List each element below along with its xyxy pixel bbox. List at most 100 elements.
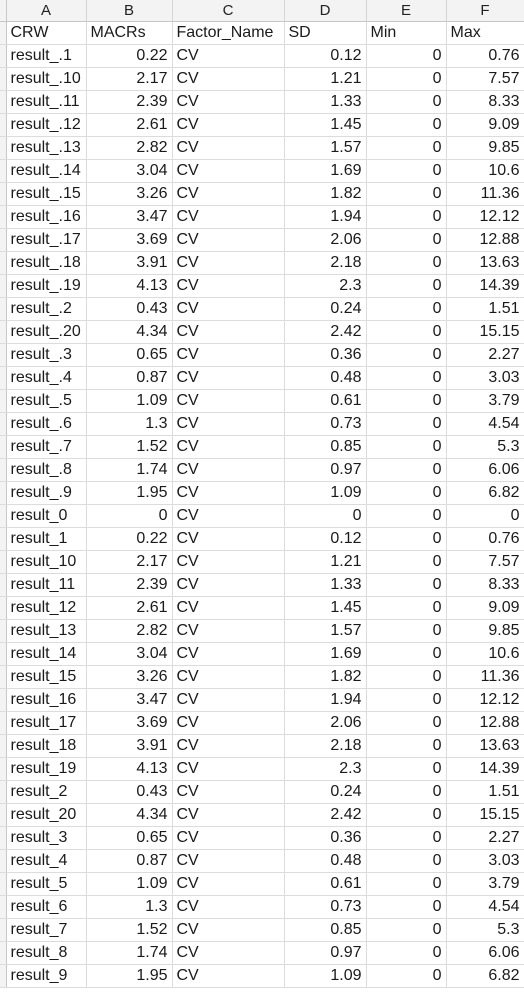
- cell-max[interactable]: 12.12: [446, 688, 524, 712]
- row-header[interactable]: [0, 412, 7, 436]
- row-header[interactable]: [0, 872, 7, 896]
- cell-crw[interactable]: result_8: [6, 941, 87, 965]
- cell-macrs[interactable]: 1.3: [86, 895, 173, 919]
- cell-max[interactable]: 14.39: [446, 757, 524, 781]
- cell-header-min[interactable]: Min: [366, 21, 447, 45]
- cell-sd[interactable]: 2.3: [284, 757, 367, 781]
- cell-sd[interactable]: 2.18: [284, 734, 367, 758]
- cell-max[interactable]: 11.36: [446, 665, 524, 689]
- cell-crw[interactable]: result_.13: [6, 136, 87, 160]
- row-header[interactable]: [0, 619, 7, 643]
- cell-factor-name[interactable]: CV: [172, 481, 285, 505]
- cell-sd[interactable]: 0.12: [284, 527, 367, 551]
- cell-macrs[interactable]: 3.04: [86, 642, 173, 666]
- cell-crw[interactable]: result_17: [6, 711, 87, 735]
- cell-macrs[interactable]: 2.17: [86, 550, 173, 574]
- cell-header-factor-name[interactable]: Factor_Name: [172, 21, 285, 45]
- row-header[interactable]: [0, 136, 7, 160]
- cell-factor-name[interactable]: CV: [172, 67, 285, 91]
- cell-factor-name[interactable]: CV: [172, 389, 285, 413]
- cell-sd[interactable]: 0.97: [284, 941, 367, 965]
- select-all-corner[interactable]: [0, 0, 7, 22]
- cell-min[interactable]: 0: [366, 826, 447, 850]
- cell-min[interactable]: 0: [366, 481, 447, 505]
- cell-macrs[interactable]: 0.22: [86, 44, 173, 68]
- column-header-f[interactable]: F: [446, 0, 524, 22]
- cell-sd[interactable]: 1.57: [284, 136, 367, 160]
- row-header[interactable]: [0, 389, 7, 413]
- cell-sd[interactable]: 2.06: [284, 711, 367, 735]
- cell-macrs[interactable]: 2.82: [86, 136, 173, 160]
- cell-sd[interactable]: 1.69: [284, 642, 367, 666]
- cell-min[interactable]: 0: [366, 573, 447, 597]
- cell-macrs[interactable]: 0.87: [86, 366, 173, 390]
- row-header[interactable]: [0, 205, 7, 229]
- cell-min[interactable]: 0: [366, 803, 447, 827]
- cell-macrs[interactable]: 0.22: [86, 527, 173, 551]
- cell-min[interactable]: 0: [366, 228, 447, 252]
- cell-factor-name[interactable]: CV: [172, 872, 285, 896]
- cell-max[interactable]: 9.09: [446, 113, 524, 137]
- cell-factor-name[interactable]: CV: [172, 665, 285, 689]
- cell-macrs[interactable]: 1.09: [86, 389, 173, 413]
- row-header[interactable]: [0, 665, 7, 689]
- row-header[interactable]: [0, 320, 7, 344]
- cell-sd[interactable]: 0.24: [284, 297, 367, 321]
- cell-macrs[interactable]: 1.74: [86, 458, 173, 482]
- cell-crw[interactable]: result_14: [6, 642, 87, 666]
- cell-factor-name[interactable]: CV: [172, 504, 285, 528]
- cell-sd[interactable]: 0.73: [284, 895, 367, 919]
- cell-crw[interactable]: result_.18: [6, 251, 87, 275]
- cell-factor-name[interactable]: CV: [172, 895, 285, 919]
- cell-factor-name[interactable]: CV: [172, 136, 285, 160]
- cell-macrs[interactable]: 3.04: [86, 159, 173, 183]
- cell-sd[interactable]: 1.45: [284, 596, 367, 620]
- cell-min[interactable]: 0: [366, 665, 447, 689]
- cell-factor-name[interactable]: CV: [172, 734, 285, 758]
- cell-sd[interactable]: 1.94: [284, 205, 367, 229]
- cell-max[interactable]: 1.51: [446, 780, 524, 804]
- cell-crw[interactable]: result_.4: [6, 366, 87, 390]
- cell-min[interactable]: 0: [366, 297, 447, 321]
- cell-macrs[interactable]: 1.3: [86, 412, 173, 436]
- row-header[interactable]: [0, 550, 7, 574]
- cell-factor-name[interactable]: CV: [172, 757, 285, 781]
- cell-macrs[interactable]: 3.26: [86, 665, 173, 689]
- cell-crw[interactable]: result_15: [6, 665, 87, 689]
- cell-factor-name[interactable]: CV: [172, 251, 285, 275]
- cell-min[interactable]: 0: [366, 389, 447, 413]
- cell-macrs[interactable]: 1.74: [86, 941, 173, 965]
- cell-crw[interactable]: result_.20: [6, 320, 87, 344]
- cell-min[interactable]: 0: [366, 90, 447, 114]
- cell-crw[interactable]: result_6: [6, 895, 87, 919]
- row-header[interactable]: [0, 573, 7, 597]
- cell-macrs[interactable]: 3.47: [86, 205, 173, 229]
- cell-crw[interactable]: result_.16: [6, 205, 87, 229]
- cell-sd[interactable]: 1.69: [284, 159, 367, 183]
- cell-min[interactable]: 0: [366, 251, 447, 275]
- cell-factor-name[interactable]: CV: [172, 366, 285, 390]
- cell-crw[interactable]: result_.5: [6, 389, 87, 413]
- cell-factor-name[interactable]: CV: [172, 964, 285, 988]
- cell-sd[interactable]: 1.82: [284, 182, 367, 206]
- cell-max[interactable]: 7.57: [446, 67, 524, 91]
- cell-sd[interactable]: 1.82: [284, 665, 367, 689]
- cell-min[interactable]: 0: [366, 343, 447, 367]
- cell-max[interactable]: 2.27: [446, 343, 524, 367]
- cell-crw[interactable]: result_1: [6, 527, 87, 551]
- cell-crw[interactable]: result_.12: [6, 113, 87, 137]
- cell-max[interactable]: 4.54: [446, 895, 524, 919]
- cell-factor-name[interactable]: CV: [172, 44, 285, 68]
- cell-sd[interactable]: 1.09: [284, 481, 367, 505]
- cell-min[interactable]: 0: [366, 849, 447, 873]
- cell-header-sd[interactable]: SD: [284, 21, 367, 45]
- cell-sd[interactable]: 0.36: [284, 343, 367, 367]
- cell-max[interactable]: 0.76: [446, 527, 524, 551]
- cell-max[interactable]: 8.33: [446, 90, 524, 114]
- cell-crw[interactable]: result_.1: [6, 44, 87, 68]
- row-header[interactable]: [0, 366, 7, 390]
- row-header[interactable]: [0, 780, 7, 804]
- cell-factor-name[interactable]: CV: [172, 711, 285, 735]
- cell-min[interactable]: 0: [366, 872, 447, 896]
- cell-min[interactable]: 0: [366, 619, 447, 643]
